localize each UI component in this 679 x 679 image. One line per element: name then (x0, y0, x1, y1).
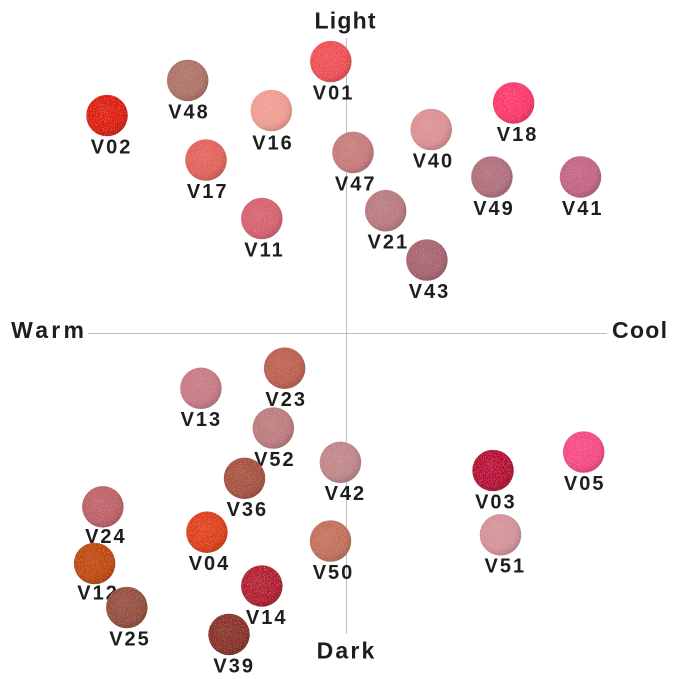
svg-text:V41: V41 (562, 198, 604, 220)
svg-text:V43: V43 (409, 281, 451, 303)
svg-text:V39: V39 (213, 655, 255, 677)
svg-text:V42: V42 (325, 483, 367, 505)
svg-text:V14: V14 (246, 607, 288, 629)
svg-text:V13: V13 (181, 409, 223, 431)
svg-text:V11: V11 (244, 239, 284, 261)
svg-text:V18: V18 (497, 124, 539, 146)
svg-text:V21: V21 (368, 232, 410, 254)
svg-text:Cool: Cool (612, 317, 668, 343)
svg-text:V12: V12 (77, 583, 119, 605)
svg-text:V47: V47 (335, 173, 377, 195)
svg-text:V02: V02 (91, 136, 133, 158)
svg-text:V51: V51 (485, 556, 527, 578)
svg-text:V05: V05 (564, 473, 606, 495)
svg-text:V16: V16 (252, 133, 294, 155)
svg-text:V52: V52 (254, 449, 296, 471)
svg-text:V23: V23 (265, 389, 307, 411)
svg-text:V36: V36 (227, 499, 269, 521)
svg-text:V40: V40 (413, 150, 455, 172)
svg-text:V17: V17 (187, 181, 229, 203)
svg-text:Light: Light (314, 8, 376, 34)
svg-text:Dark: Dark (317, 638, 377, 664)
svg-text:Warm: Warm (11, 317, 87, 343)
svg-text:V03: V03 (475, 491, 517, 513)
svg-text:V04: V04 (189, 553, 231, 575)
svg-text:V48: V48 (168, 101, 210, 123)
svg-text:V01: V01 (313, 82, 355, 104)
svg-text:V24: V24 (85, 526, 127, 548)
svg-text:V50: V50 (313, 562, 355, 584)
svg-text:V25: V25 (109, 628, 151, 650)
svg-text:V49: V49 (473, 198, 515, 220)
